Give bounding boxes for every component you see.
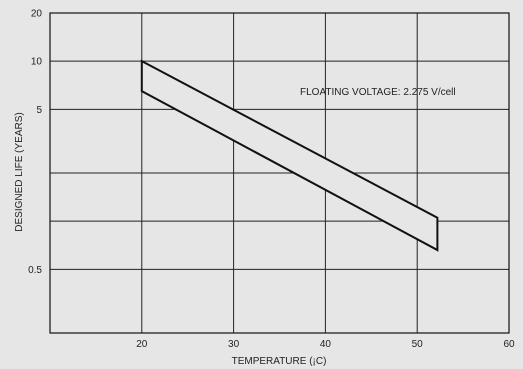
x-tick-label-60: 60 bbox=[503, 339, 515, 350]
y-tick-label-5: 5 bbox=[36, 105, 42, 116]
life-band-series bbox=[140, 59, 439, 252]
y-axis-label: DESIGNED LIFE (YEARS) bbox=[14, 112, 25, 231]
y-tick-label-20: 20 bbox=[31, 9, 43, 20]
y-tick-label-10: 10 bbox=[31, 57, 43, 68]
floating-voltage-annotation: FLOATING VOLTAGE: 2.275 V/cell bbox=[300, 87, 456, 98]
x-tick-labels: 20 30 40 50 60 bbox=[136, 339, 515, 350]
x-tick-label-20: 20 bbox=[136, 339, 148, 350]
grid-lines bbox=[50, 13, 509, 333]
y-tick-labels: 20 10 5 0.5 bbox=[28, 9, 42, 276]
life-band bbox=[140, 59, 439, 252]
y-tick-label-0-5: 0.5 bbox=[28, 265, 42, 276]
x-axis-label: TEMPERATURE (¡C) bbox=[232, 356, 327, 367]
x-tick-label-40: 40 bbox=[320, 339, 332, 350]
x-tick-label-50: 50 bbox=[412, 339, 424, 350]
plot-frame bbox=[49, 12, 510, 334]
x-tick-label-30: 30 bbox=[228, 339, 240, 350]
